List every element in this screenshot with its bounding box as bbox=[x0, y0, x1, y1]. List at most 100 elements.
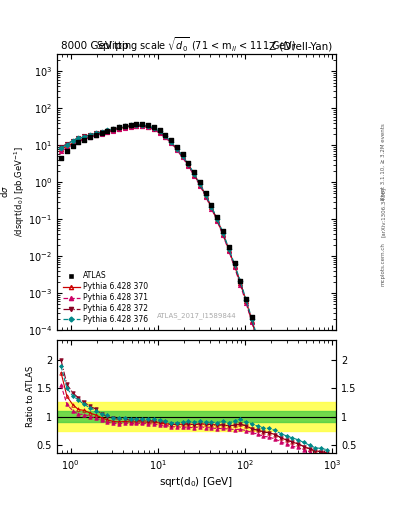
Bar bbox=[57, 402, 336, 431]
Pythia 6.428 372 bbox=[70, 137, 75, 143]
ATLAS bbox=[174, 143, 180, 151]
Pythia 6.428 372 bbox=[59, 144, 63, 150]
ATLAS bbox=[208, 201, 215, 209]
Pythia 6.428 371 bbox=[221, 232, 226, 239]
Pythia 6.428 372 bbox=[134, 122, 139, 129]
Pythia 6.428 370 bbox=[261, 358, 266, 365]
Pythia 6.428 376 bbox=[186, 161, 191, 167]
ATLAS bbox=[168, 136, 174, 144]
Pythia 6.428 376 bbox=[128, 122, 133, 129]
Pythia 6.428 372 bbox=[198, 181, 202, 187]
Pythia 6.428 372 bbox=[192, 172, 196, 178]
Pythia 6.428 371 bbox=[64, 145, 69, 151]
ATLAS bbox=[226, 243, 232, 251]
Pythia 6.428 376 bbox=[250, 316, 254, 322]
ATLAS bbox=[231, 259, 238, 267]
Pythia 6.428 372 bbox=[123, 123, 127, 130]
Pythia 6.428 370 bbox=[209, 204, 214, 210]
Pythia 6.428 372 bbox=[94, 130, 98, 136]
Pythia 6.428 372 bbox=[145, 123, 150, 130]
Pythia 6.428 376 bbox=[180, 153, 185, 159]
ATLAS bbox=[272, 396, 278, 404]
Pythia 6.428 371 bbox=[76, 139, 81, 145]
Pythia 6.428 371 bbox=[88, 134, 92, 140]
ATLAS bbox=[93, 131, 99, 139]
ATLAS bbox=[64, 147, 70, 155]
Pythia 6.428 370 bbox=[192, 172, 196, 178]
Pythia 6.428 372 bbox=[290, 485, 295, 492]
ATLAS bbox=[145, 121, 151, 130]
Pythia 6.428 372 bbox=[186, 162, 191, 168]
Pythia 6.428 370 bbox=[203, 193, 208, 199]
ATLAS bbox=[81, 136, 88, 144]
Y-axis label: Ratio to ATLAS: Ratio to ATLAS bbox=[26, 366, 35, 428]
ATLAS bbox=[104, 126, 110, 135]
Pythia 6.428 372 bbox=[261, 358, 266, 365]
ATLAS bbox=[243, 294, 249, 303]
Pythia 6.428 372 bbox=[215, 217, 220, 223]
Pythia 6.428 372 bbox=[157, 129, 162, 135]
Pythia 6.428 376 bbox=[64, 141, 69, 147]
Pythia 6.428 372 bbox=[140, 122, 145, 129]
ATLAS bbox=[179, 150, 185, 158]
Pythia 6.428 371 bbox=[94, 133, 98, 139]
Pythia 6.428 371 bbox=[128, 123, 133, 130]
Pythia 6.428 370 bbox=[284, 456, 289, 462]
Pythia 6.428 376 bbox=[221, 230, 226, 236]
ATLAS bbox=[283, 446, 290, 455]
Pythia 6.428 376 bbox=[59, 145, 63, 151]
Pythia 6.428 372 bbox=[105, 127, 110, 134]
Pythia 6.428 371 bbox=[157, 130, 162, 136]
Pythia 6.428 370 bbox=[290, 485, 295, 492]
Pythia 6.428 376 bbox=[278, 428, 283, 434]
Pythia 6.428 371 bbox=[123, 124, 127, 131]
Pythia 6.428 370 bbox=[255, 337, 260, 344]
Y-axis label: d$\sigma$
/dsqrt(d$_0$) [pb,GeV$^{-1}$]: d$\sigma$ /dsqrt(d$_0$) [pb,GeV$^{-1}$] bbox=[0, 147, 27, 237]
Pythia 6.428 371 bbox=[226, 248, 231, 254]
Pythia 6.428 371 bbox=[261, 360, 266, 366]
Pythia 6.428 371 bbox=[267, 382, 272, 388]
Pythia 6.428 370 bbox=[111, 127, 116, 133]
Pythia 6.428 376 bbox=[76, 135, 81, 141]
Pythia 6.428 371 bbox=[99, 131, 104, 137]
Pythia 6.428 371 bbox=[215, 218, 220, 224]
Pythia 6.428 370 bbox=[64, 143, 69, 150]
Pythia 6.428 376 bbox=[284, 455, 289, 461]
Pythia 6.428 370 bbox=[169, 139, 173, 145]
Pythia 6.428 371 bbox=[163, 134, 168, 140]
Pythia 6.428 370 bbox=[140, 123, 145, 129]
ATLAS bbox=[185, 159, 191, 167]
Pythia 6.428 376 bbox=[123, 123, 127, 129]
Pythia 6.428 372 bbox=[151, 125, 156, 132]
Pythia 6.428 372 bbox=[169, 139, 173, 145]
Pythia 6.428 371 bbox=[105, 129, 110, 135]
Pythia 6.428 372 bbox=[273, 404, 277, 410]
ATLAS bbox=[139, 120, 145, 129]
Text: ATLAS_2017_I1589844: ATLAS_2017_I1589844 bbox=[157, 312, 236, 319]
Pythia 6.428 370 bbox=[76, 137, 81, 143]
Pythia 6.428 376 bbox=[105, 127, 110, 134]
Pythia 6.428 371 bbox=[145, 124, 150, 131]
Pythia 6.428 376 bbox=[244, 297, 248, 303]
Pythia 6.428 376 bbox=[157, 128, 162, 134]
Pythia 6.428 376 bbox=[267, 378, 272, 385]
Pythia 6.428 371 bbox=[198, 182, 202, 188]
Pythia 6.428 372 bbox=[238, 280, 243, 286]
Pythia 6.428 370 bbox=[267, 380, 272, 386]
ATLAS bbox=[255, 332, 261, 340]
Pythia 6.428 371 bbox=[255, 339, 260, 345]
Pythia 6.428 370 bbox=[128, 123, 133, 129]
Pythia 6.428 370 bbox=[82, 135, 87, 141]
ATLAS bbox=[98, 129, 105, 137]
ATLAS bbox=[249, 313, 255, 321]
Pythia 6.428 376 bbox=[290, 483, 295, 489]
Pythia 6.428 376 bbox=[238, 279, 243, 285]
Pythia 6.428 371 bbox=[180, 155, 185, 161]
Line: Pythia 6.428 376: Pythia 6.428 376 bbox=[59, 123, 329, 512]
ATLAS bbox=[191, 168, 197, 176]
Pythia 6.428 372 bbox=[221, 231, 226, 237]
Text: [arXiv:1306.3436]: [arXiv:1306.3436] bbox=[381, 187, 386, 238]
ATLAS bbox=[289, 475, 296, 483]
Pythia 6.428 372 bbox=[174, 146, 179, 152]
Pythia 6.428 372 bbox=[64, 141, 69, 147]
